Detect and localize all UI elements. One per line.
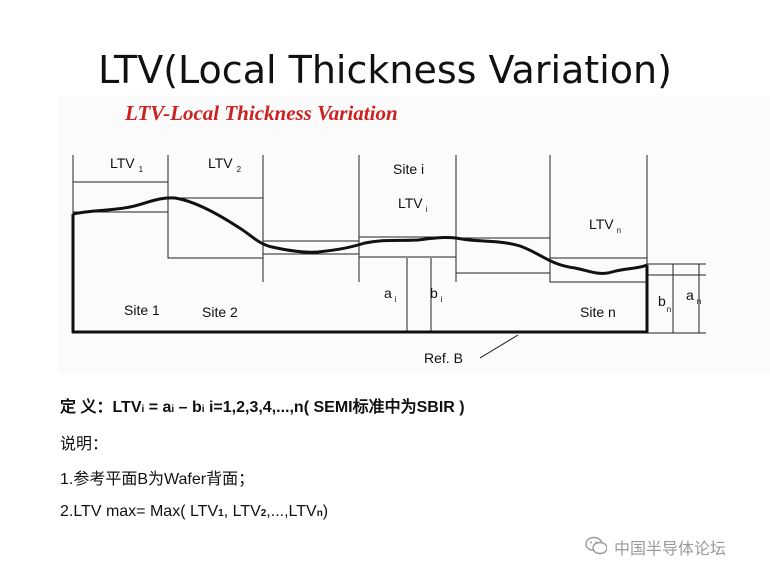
- site-i-label: Site i: [393, 161, 424, 177]
- ref-b-label: Ref. B: [424, 350, 463, 366]
- reference-lines: [406, 258, 706, 334]
- ltvi-label: LTV i: [398, 195, 428, 214]
- ltv1-label: LTV 1: [110, 155, 144, 174]
- slide-title: LTV(Local Thickness Variation): [98, 48, 672, 92]
- ref-b-pointer: [479, 334, 519, 359]
- wechat-icon: [585, 536, 607, 555]
- bn-label: bn: [658, 293, 671, 314]
- siten-label: Site n: [580, 304, 616, 320]
- wafer-profile: [71, 196, 649, 334]
- note-heading: 说明：: [60, 436, 109, 453]
- definition-line: 定 义：LTVi = ai – bi i=1,2,3,4,...,n( SEMI…: [60, 399, 465, 416]
- site-range-boxes: [72, 181, 648, 283]
- watermark-text: 中国半导体论坛: [614, 539, 727, 558]
- note-item-1: 1.参考平面B为Wafer背面；: [60, 471, 255, 488]
- site1-label: Site 1: [124, 302, 160, 318]
- note-item-2: 2.LTV max= Max( LTV1, LTV2,...,LTVn): [60, 503, 329, 520]
- ltvn-label: LTV n: [589, 216, 621, 235]
- site2-label: Site 2: [202, 304, 238, 320]
- figure-panel: [58, 96, 770, 374]
- ltv2-label: LTV 2: [208, 155, 242, 174]
- figure-title: LTV-Local Thickness Variation: [125, 101, 398, 125]
